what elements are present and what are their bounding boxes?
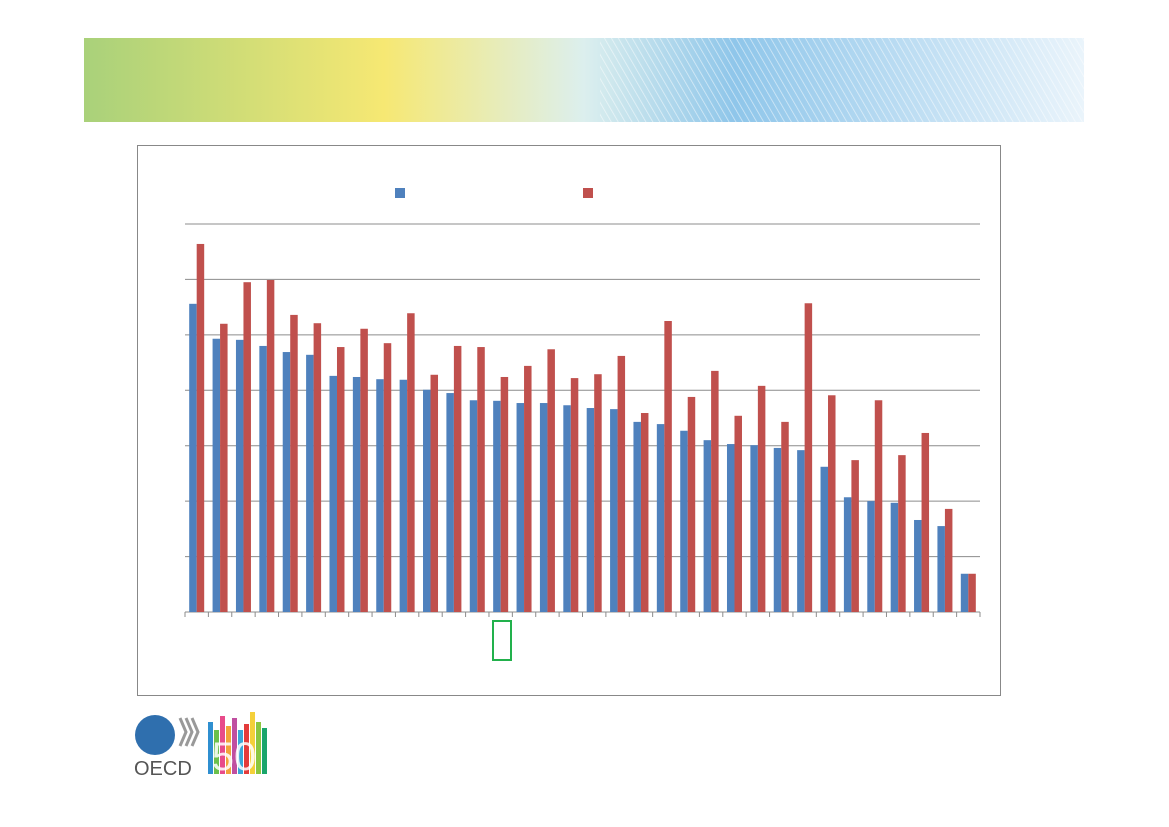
bar [352, 376, 361, 612]
highlight-box [492, 620, 512, 661]
bar [867, 501, 875, 612]
bar [594, 374, 602, 612]
bar [703, 440, 712, 612]
bar [804, 303, 813, 612]
bar [493, 400, 501, 612]
chevrons [178, 717, 200, 747]
bar [586, 408, 595, 612]
bar [407, 313, 415, 612]
bar [828, 395, 836, 612]
bar [235, 339, 244, 612]
bar [306, 354, 314, 612]
bar [640, 413, 649, 612]
bar [360, 328, 368, 612]
bar [220, 323, 228, 612]
bar [469, 400, 478, 612]
bar [336, 347, 345, 612]
bar [259, 345, 267, 612]
bar [851, 460, 859, 612]
banner-pattern [600, 38, 1084, 122]
bar [914, 519, 922, 612]
bar [734, 415, 742, 612]
bar [960, 573, 969, 612]
bar [773, 447, 782, 612]
bar [430, 374, 439, 612]
bar [711, 370, 719, 612]
legend-swatch [395, 188, 405, 198]
bar [750, 445, 758, 612]
bar [757, 385, 766, 612]
bar [687, 396, 696, 612]
bar [282, 352, 291, 612]
bar [874, 400, 883, 612]
bar [383, 343, 392, 612]
bar [500, 376, 509, 612]
bar [189, 303, 197, 612]
bar [212, 338, 221, 612]
bar [944, 508, 953, 612]
logo-number: 50 [212, 735, 257, 779]
bar [843, 497, 852, 612]
logo-text: OECD [134, 758, 192, 780]
bar [898, 455, 906, 612]
bar [968, 573, 976, 612]
legend-swatch [583, 188, 593, 198]
bar [563, 405, 571, 612]
bar [726, 444, 735, 612]
bar [890, 502, 899, 612]
bar [633, 421, 641, 612]
bar [610, 409, 618, 612]
plot [184, 223, 981, 617]
bar [781, 421, 789, 612]
bar [656, 424, 665, 612]
bar [664, 321, 672, 612]
bar [921, 432, 930, 612]
bar [423, 389, 431, 612]
bar [516, 403, 525, 612]
bar [477, 347, 485, 612]
bar [243, 282, 251, 612]
bar [524, 365, 532, 612]
bar [547, 349, 555, 612]
bar [680, 430, 688, 612]
bar [313, 323, 322, 612]
bar [290, 314, 298, 612]
bar [797, 450, 805, 612]
bar [329, 375, 337, 612]
bar [196, 243, 205, 612]
bar [446, 393, 454, 612]
bar [617, 355, 626, 612]
oecd-logo: OECD 50 [134, 712, 267, 780]
bar [820, 466, 829, 612]
bar [399, 379, 408, 612]
bar [453, 345, 462, 612]
bar [266, 279, 275, 612]
bar [376, 379, 384, 612]
globe [135, 715, 175, 755]
bar [570, 378, 579, 612]
bar [539, 403, 548, 612]
bar [937, 526, 945, 612]
